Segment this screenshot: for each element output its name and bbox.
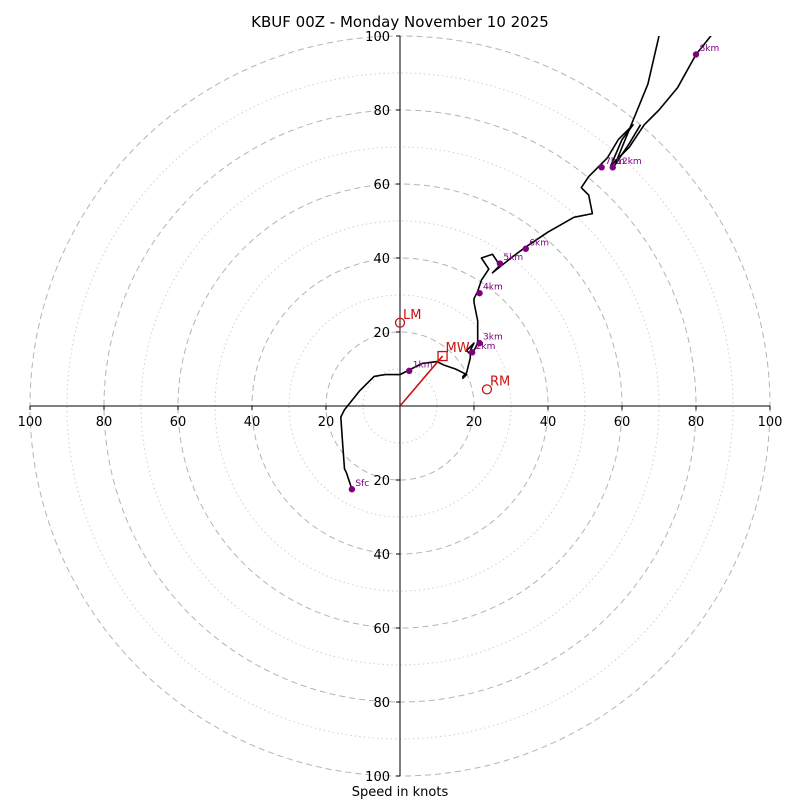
ytick-label-bottom-40: 40 bbox=[373, 548, 390, 563]
height-point-5km bbox=[496, 260, 504, 267]
ytick-label-top-80: 80 bbox=[373, 104, 390, 119]
height-label-2km: 2km bbox=[476, 342, 496, 352]
height-point-4km bbox=[476, 289, 483, 297]
xtick-label-right-60: 60 bbox=[614, 415, 631, 430]
xtick-label-right-40: 40 bbox=[540, 415, 557, 430]
height-label-12km: 12km bbox=[616, 157, 641, 167]
motion-label-RM: RM bbox=[490, 374, 510, 389]
ytick-label-bottom-100: 100 bbox=[365, 770, 390, 785]
ytick-label-top-40: 40 bbox=[373, 252, 390, 267]
height-label-1km: 1km bbox=[413, 360, 433, 370]
height-label-6km: 6km bbox=[529, 238, 549, 248]
height-label-5km: 5km bbox=[503, 253, 523, 263]
ytick-label-top-100: 100 bbox=[365, 30, 390, 45]
xtick-label-left-20: 20 bbox=[318, 415, 335, 430]
height-label-8km: 8km bbox=[700, 44, 720, 54]
motion-marker-MW bbox=[437, 350, 448, 362]
motion-label-LM: LM bbox=[403, 308, 421, 323]
mean-wind-vector bbox=[399, 355, 444, 407]
motion-label-MW: MW bbox=[446, 341, 470, 356]
height-point-3km bbox=[476, 339, 483, 347]
xtick-label-left-40: 40 bbox=[244, 415, 261, 430]
wind-trace-upper-segment bbox=[613, 36, 660, 167]
ytick-label-bottom-80: 80 bbox=[373, 696, 390, 711]
height-label-7km: 7km bbox=[605, 157, 625, 167]
axis-ticks: 20 20 20 20 40 40 40 40 60 60 60 60 80 80 80 80 100 100 10… bbox=[18, 30, 783, 785]
height-point-2km bbox=[468, 349, 476, 356]
ytick-label-top-20: 20 bbox=[373, 326, 390, 341]
x-axis-label: Speed in knots bbox=[352, 785, 449, 800]
xtick-label-left-80: 80 bbox=[96, 415, 113, 430]
xtick-label-right-100: 100 bbox=[758, 415, 783, 430]
height-label-4km: 4km bbox=[483, 283, 503, 293]
motion-marker-LM bbox=[394, 317, 406, 328]
xtick-label-right-80: 80 bbox=[688, 415, 705, 430]
height-point-7km bbox=[598, 164, 605, 171]
ytick-label-top-60: 60 bbox=[373, 178, 390, 193]
height-label-Sfc: Sfc bbox=[355, 479, 369, 489]
ytick-label-bottom-60: 60 bbox=[373, 622, 390, 637]
height-point-Sfc bbox=[348, 486, 356, 493]
height-point-12km bbox=[609, 164, 616, 171]
ytick-label-bottom-20: 20 bbox=[373, 474, 390, 489]
xtick-label-left-100: 100 bbox=[18, 415, 43, 430]
height-point-1km bbox=[406, 367, 413, 375]
height-label-3km: 3km bbox=[483, 333, 503, 343]
xtick-label-right-20: 20 bbox=[466, 415, 483, 430]
height-point-8km bbox=[692, 51, 700, 58]
storm-motion: LM RM MW bbox=[394, 308, 510, 407]
xtick-label-left-60: 60 bbox=[170, 415, 187, 430]
height-point-6km bbox=[522, 245, 529, 252]
chart-title: KBUF 00Z - Monday November 10 2025 bbox=[251, 13, 549, 31]
motion-marker-RM bbox=[481, 384, 493, 395]
